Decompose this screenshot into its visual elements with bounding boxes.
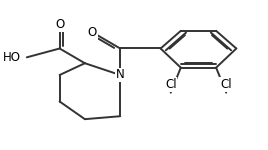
Text: O: O <box>55 18 64 32</box>
Text: Cl: Cl <box>220 78 232 91</box>
Text: HO: HO <box>2 51 21 64</box>
Text: O: O <box>88 26 97 39</box>
Text: N: N <box>116 69 125 81</box>
Text: Cl: Cl <box>165 78 177 91</box>
